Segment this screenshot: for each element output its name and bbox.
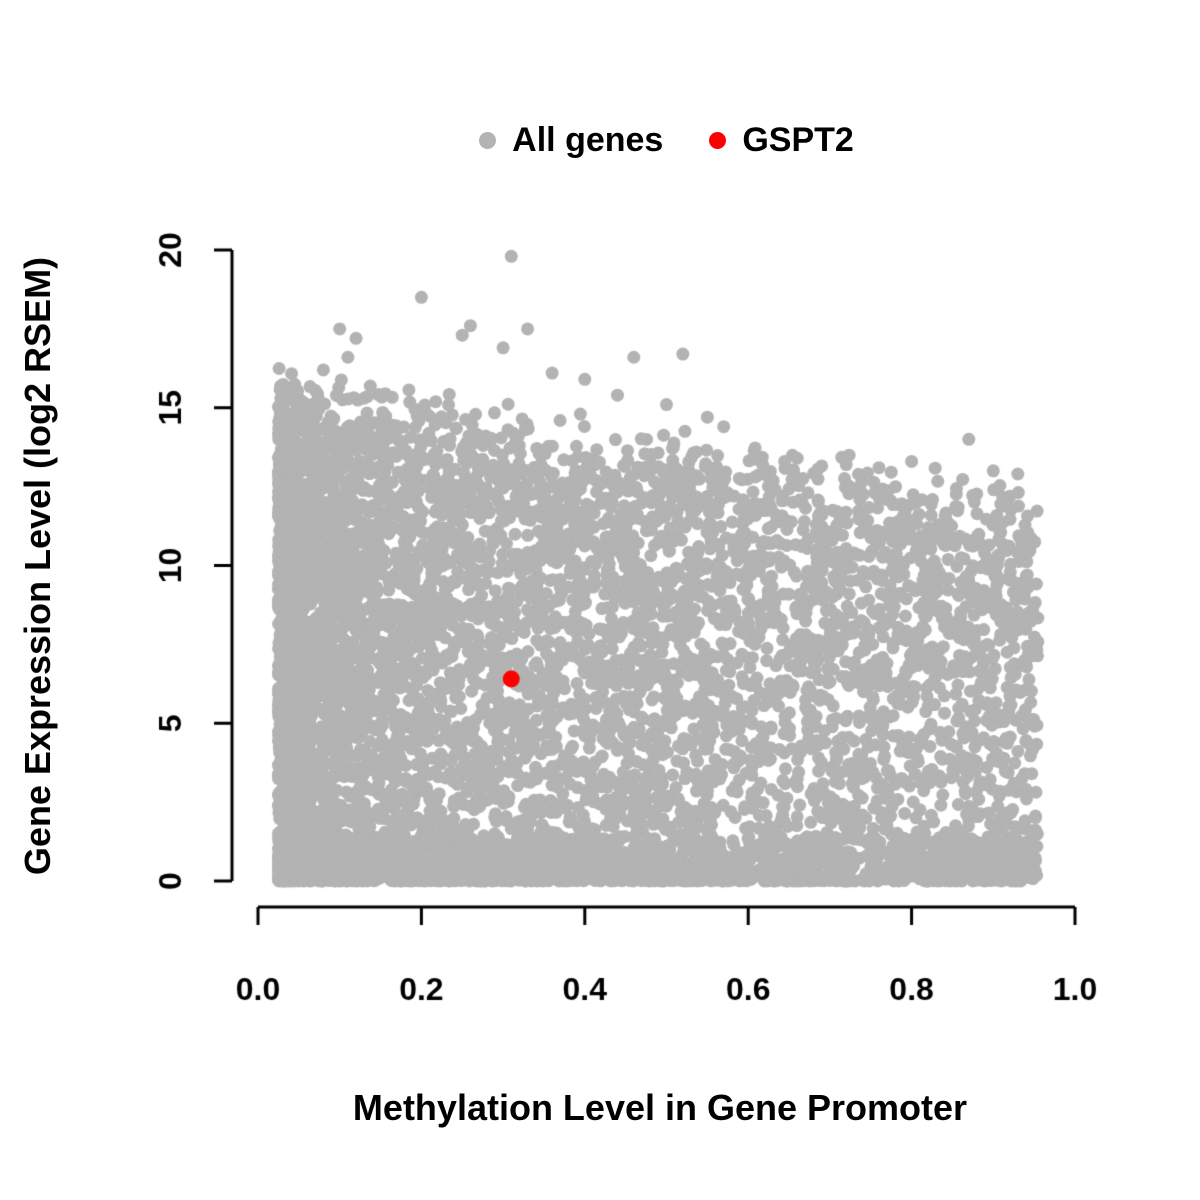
legend-label-gspt2: GSPT2: [742, 120, 854, 159]
y-axis-title: Gene Expression Level (log2 RSEM): [17, 256, 58, 876]
legend-item-gspt2: GSPT2: [709, 120, 854, 160]
gspt2-marker-icon: [709, 131, 727, 149]
all-genes-marker-icon: [479, 131, 497, 149]
legend-label-all-genes: All genes: [512, 120, 664, 159]
legend: All genes GSPT2: [258, 112, 1075, 168]
legend-item-all-genes: All genes: [479, 121, 663, 160]
x-axis-title: Methylation Level in Gene Promoter: [352, 1087, 968, 1128]
